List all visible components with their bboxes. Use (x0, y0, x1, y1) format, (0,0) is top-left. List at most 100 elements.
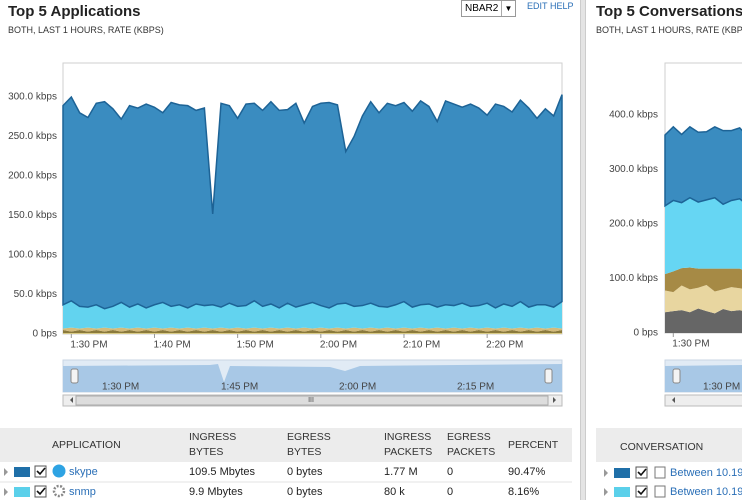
checkbox[interactable] (635, 485, 648, 498)
panel-subtitle: BOTH, LAST 1 HOURS, RATE (KBPS) (8, 25, 164, 35)
column-header[interactable]: APPLICATION (52, 439, 121, 451)
x-tick-label: 1:30 PM (672, 339, 709, 350)
table-header (0, 428, 572, 462)
scrollbar[interactable] (664, 394, 742, 407)
check-mark (36, 487, 46, 496)
scroll-left[interactable] (672, 397, 675, 403)
navigator-area (665, 365, 742, 392)
scroll-left[interactable] (70, 397, 73, 403)
conversation-link[interactable]: Between 10.19 (670, 486, 742, 498)
column-header[interactable]: INGRESS PACKETS (384, 431, 433, 458)
expand-toggle[interactable] (4, 468, 8, 476)
area-series (665, 308, 742, 333)
checkbox[interactable] (34, 465, 47, 478)
panel-title: Top 5 Conversations (596, 3, 742, 20)
dropdown[interactable]: NBAR2 ▼ (461, 0, 516, 17)
area-series (63, 327, 562, 332)
y-tick-label: 300.0 kbps (8, 92, 57, 103)
cell: 109.5 Mbytes (189, 466, 256, 478)
navigator-handle[interactable] (70, 368, 79, 384)
column-header[interactable]: CONVERSATION (620, 441, 704, 453)
dropdown-value: NBAR2 (465, 3, 499, 14)
column-header[interactable]: EGRESS BYTES (287, 431, 331, 458)
panel-subtitle: BOTH, LAST 1 HOURS, RATE (KBPS) (596, 25, 742, 35)
y-tick-label: 250.0 kbps (8, 131, 57, 142)
column-header[interactable]: PERCENT (508, 439, 559, 451)
application-link[interactable]: snmp (69, 486, 96, 498)
navigator-tick-label: 1:30 PM (102, 382, 139, 393)
navigator-handle[interactable] (672, 368, 681, 384)
area-series (62, 94, 563, 310)
row-controls (0, 464, 666, 498)
panel-divider[interactable] (580, 0, 586, 500)
conversation-icon (654, 485, 666, 498)
checkbox[interactable] (635, 466, 648, 479)
area-series (63, 333, 562, 334)
x-tick-label: 2:10 PM (403, 340, 440, 351)
x-tick-label: 2:00 PM (320, 340, 357, 351)
help-link[interactable]: HELP (550, 1, 574, 11)
y-tick-label: 100.0 kbps (8, 250, 57, 261)
checkbox[interactable] (34, 485, 47, 498)
skype-icon (52, 464, 66, 478)
x-tick-label: 1:40 PM (153, 340, 190, 351)
legend-swatch (14, 487, 30, 497)
x-tick-label: 2:20 PM (486, 340, 523, 351)
column-header[interactable]: INGRESS BYTES (189, 431, 237, 458)
navigator-tick-label: 2:00 PM (339, 382, 376, 393)
application-link[interactable]: skype (69, 466, 98, 478)
cell: 0 (447, 466, 454, 478)
area-series (665, 267, 742, 293)
legend-swatch (614, 468, 630, 478)
navigator-handle[interactable] (544, 368, 553, 384)
conversation-link[interactable]: Between 10.19 (670, 467, 742, 479)
cell: 80 k (384, 486, 405, 498)
y-tick-label: 100.0 kbps (609, 273, 658, 284)
y-tick-label: 150.0 kbps (8, 210, 57, 221)
area-series (665, 285, 742, 314)
scroll-grip: III (308, 397, 314, 404)
expand-toggle[interactable] (604, 469, 608, 477)
check-mark (637, 468, 647, 477)
y-tick-label: 200.0 kbps (609, 219, 658, 230)
area-series (664, 125, 742, 208)
expand-toggle[interactable] (604, 488, 608, 496)
cell: 0 bytes (287, 486, 323, 498)
conversation-icon (654, 466, 666, 479)
cell: 90.47% (508, 466, 546, 478)
navigator-tick-label: 1:30 PM (703, 382, 740, 393)
chart-canvas: 0 bps 50.0 kbps 100.0 kbps 150.0 kbps 200.0 … (8, 62, 742, 407)
cell: 1.77 M (384, 466, 418, 478)
table-header (596, 428, 742, 462)
panel-title: Top 5 Applications (8, 3, 141, 20)
column-header[interactable]: EGRESS PACKETS (447, 431, 496, 458)
area-series (665, 197, 742, 275)
scroll-right[interactable] (553, 397, 556, 403)
edit-link[interactable]: EDIT (527, 1, 548, 11)
navigator-area (63, 364, 562, 392)
dropdown-arrow[interactable]: ▼ (501, 1, 515, 16)
scrollbar-thumb[interactable] (75, 395, 549, 406)
x-tick-label: 1:50 PM (237, 340, 274, 351)
x-tick-label: 1:30 PM (70, 340, 107, 351)
area-series (63, 330, 562, 334)
check-mark (36, 467, 46, 476)
cell: 8.16% (508, 486, 540, 498)
navigator-tick-label: 2:15 PM (457, 382, 494, 393)
y-tick-label: 200.0 kbps (8, 171, 57, 182)
legend-swatch (14, 467, 30, 477)
gear-icon (52, 484, 66, 498)
legend-swatch (614, 487, 630, 497)
y-tick-label: 0 bps (634, 328, 658, 339)
y-tick-label: 400.0 kbps (609, 109, 658, 120)
cell: 0 (447, 486, 454, 498)
expand-toggle[interactable] (4, 488, 8, 496)
cell: 0 bytes (287, 466, 323, 478)
check-mark (637, 487, 647, 496)
y-tick-label: 300.0 kbps (609, 164, 658, 175)
cell: 9.9 Mbytes (189, 486, 243, 498)
y-tick-label: 0 bps (33, 329, 57, 340)
area-series (63, 300, 562, 329)
navigator-tick-label: 1:45 PM (221, 382, 258, 393)
